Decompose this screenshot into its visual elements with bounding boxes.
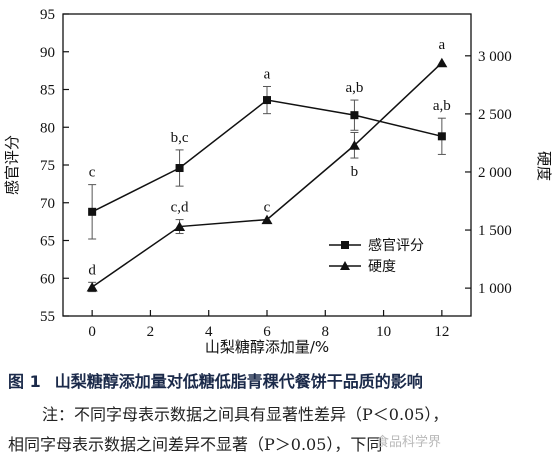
right-y-tick-label: 2 500 bbox=[478, 107, 512, 123]
sensory-point bbox=[350, 111, 359, 120]
right-y-tick-label: 1 500 bbox=[478, 223, 512, 239]
plot-frame bbox=[62, 13, 472, 317]
legend-marker-square bbox=[341, 241, 349, 249]
x-tick-label: 10 bbox=[376, 324, 391, 340]
left-y-axis-title: 感官评分 bbox=[3, 135, 21, 195]
x-axis-title: 山梨糖醇添加量/% bbox=[205, 338, 329, 356]
x-tick-label: 12 bbox=[434, 324, 449, 340]
sensory-point bbox=[437, 132, 446, 141]
sensory-significance-label: a bbox=[264, 66, 271, 82]
sensory-significance-label: a,b bbox=[433, 98, 451, 114]
right-y-tick-label: 1 000 bbox=[478, 281, 512, 297]
series-layer: c b,c a a,b a,b d c,d c b a bbox=[86, 37, 451, 293]
sensory-significance-label: a,b bbox=[345, 80, 363, 96]
x-tick-label: 2 bbox=[147, 324, 155, 340]
right-y-tick-label: 2 000 bbox=[478, 165, 512, 181]
x-axis-ticks: 0 2 4 6 8 10 12 bbox=[88, 310, 449, 340]
hardness-significance-label: b bbox=[351, 164, 359, 180]
left-y-tick-label: 70 bbox=[40, 196, 55, 212]
sensory-point bbox=[175, 164, 184, 173]
sensory-significance-label: c bbox=[89, 165, 96, 181]
note-line-1: 注：不同字母表示数据之间具有显著性差异（P＜0.05）， bbox=[42, 405, 449, 424]
legend-label-hardness: 硬度 bbox=[368, 259, 396, 275]
note-line-2: 相同字母表示数据之间差异不显著（P＞0.05），下同 bbox=[8, 435, 383, 454]
hardness-significance-label: c,d bbox=[171, 200, 189, 216]
hardness-point bbox=[436, 57, 448, 68]
left-y-tick-label: 85 bbox=[40, 83, 55, 99]
hardness-significance-label: a bbox=[439, 37, 446, 53]
hardness-significance-label: d bbox=[88, 262, 96, 278]
legend: 感官评分 硬度 bbox=[329, 237, 424, 275]
left-y-tick-label: 65 bbox=[40, 234, 55, 250]
legend-marker-triangle bbox=[340, 261, 350, 270]
right-y-axis-ticks: 1 000 1 500 2 000 2 500 3 000 bbox=[465, 49, 512, 297]
figure-number: 图 1 bbox=[8, 372, 41, 391]
left-y-tick-label: 75 bbox=[40, 158, 55, 174]
chart: 0 2 4 6 8 10 12 55 60 65 70 75 80 85 90 95 1 000 1 500 2… bbox=[3, 7, 553, 356]
left-y-tick-label: 90 bbox=[40, 45, 55, 61]
hardness-point bbox=[348, 140, 360, 150]
hardness-point bbox=[174, 221, 186, 232]
right-y-tick-label: 3 000 bbox=[478, 49, 512, 65]
hardness-point bbox=[86, 281, 98, 292]
x-tick-label: 0 bbox=[88, 324, 96, 340]
x-tick-label: 6 bbox=[263, 324, 271, 340]
watermark-text: 食品科学界 bbox=[376, 435, 442, 450]
legend-label-sensory: 感官评分 bbox=[368, 237, 424, 254]
left-y-tick-label: 95 bbox=[40, 7, 55, 23]
hardness-significance-label: c bbox=[264, 200, 271, 216]
sensory-series-line bbox=[91, 99, 443, 213]
figure-caption: 图 1 山梨糖醇添加量对低糖低脂青稞代餐饼干品质的影响 bbox=[8, 368, 437, 392]
sensory-point bbox=[88, 207, 97, 216]
left-y-axis-ticks: 55 60 65 70 75 80 85 90 95 bbox=[40, 7, 69, 325]
sensory-point bbox=[263, 96, 271, 105]
left-y-tick-label: 60 bbox=[40, 271, 55, 287]
hardness-point bbox=[261, 214, 273, 225]
sensory-significance-label: b,c bbox=[171, 130, 189, 146]
x-tick-label: 8 bbox=[322, 324, 330, 340]
right-y-axis-title: 硬度 bbox=[535, 151, 553, 181]
x-tick-label: 4 bbox=[205, 324, 213, 340]
left-y-tick-label: 80 bbox=[40, 120, 55, 136]
left-y-tick-label: 55 bbox=[40, 309, 55, 325]
figure-title: 山梨糖醇添加量对低糖低脂青稞代餐饼干品质的影响 bbox=[54, 372, 423, 391]
